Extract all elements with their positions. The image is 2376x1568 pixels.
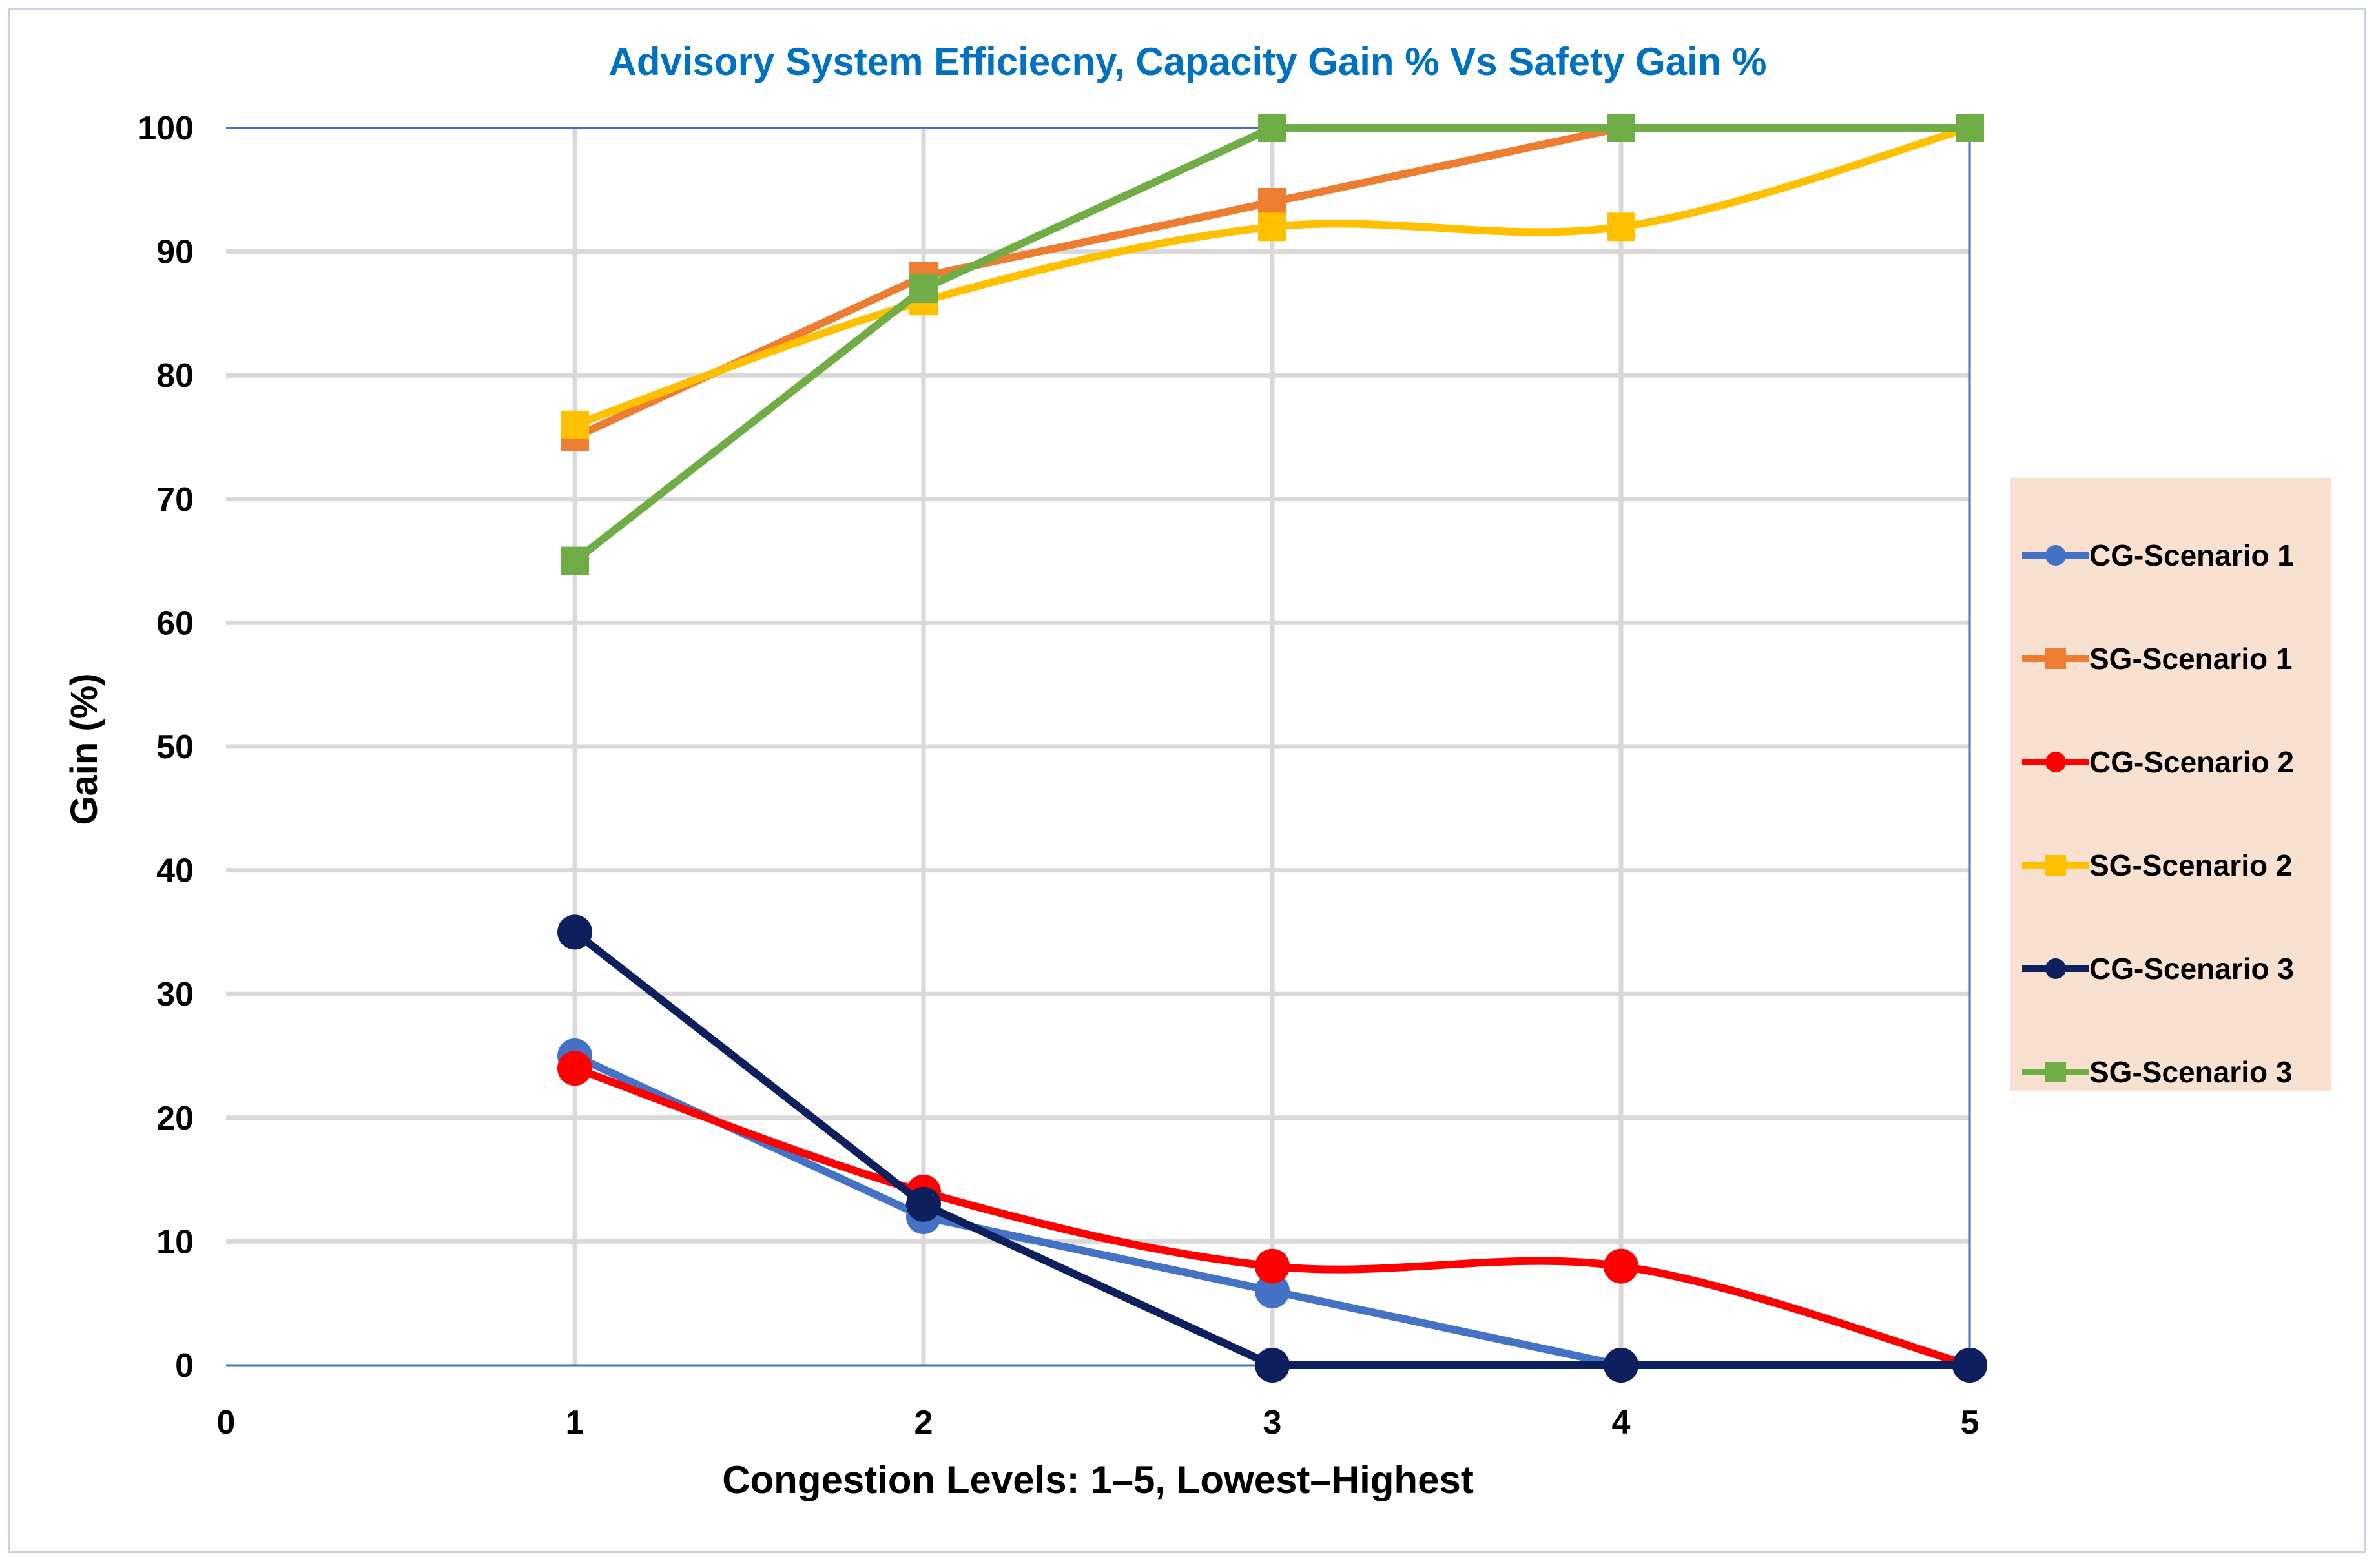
data-point: [1956, 114, 1984, 142]
legend-swatch: [2022, 855, 2089, 876]
data-point: [1607, 212, 1635, 242]
y-tick-label: 90: [156, 234, 194, 271]
data-point: [1258, 212, 1286, 242]
legend-label: SG-Scenario 3: [2089, 1055, 2293, 1089]
data-point: [906, 1186, 941, 1222]
data-point: [1607, 114, 1635, 142]
x-tick-label: 3: [1263, 1404, 1282, 1441]
legend-marker: [2045, 648, 2066, 669]
legend-swatch: [2022, 545, 2089, 566]
x-tick-label: 1: [566, 1404, 584, 1441]
y-tick-label: 30: [156, 976, 194, 1013]
series-sg-scenario-2: [561, 114, 1984, 439]
y-tick-label: 70: [156, 481, 194, 519]
y-tick-label: 100: [138, 110, 194, 147]
legend-marker: [2045, 752, 2066, 772]
y-tick-label: 20: [156, 1100, 194, 1137]
y-axis-label: Gain (%): [63, 673, 105, 825]
legend-label: CG-Scenario 3: [2089, 952, 2294, 985]
legend-marker: [2045, 1062, 2066, 1082]
legend-item-sg-scenario-1: SG-Scenario 1: [2010, 633, 2331, 685]
legend-label: SG-Scenario 2: [2089, 849, 2293, 882]
legend-label: CG-Scenario 1: [2089, 539, 2294, 572]
series-sg-scenario-3: [561, 114, 1984, 575]
legend-item-sg-scenario-2: SG-Scenario 2: [2010, 840, 2331, 891]
legend-item-sg-scenario-3: SG-Scenario 3: [2010, 1046, 2331, 1098]
data-point: [1255, 1248, 1290, 1284]
legend-swatch: [2022, 1062, 2089, 1082]
series-layer: [557, 114, 1987, 1383]
legend: CG-Scenario 1 SG-Scenario 1 CG-Scenario 2 S…: [2010, 478, 2331, 1091]
legend-marker: [2045, 958, 2066, 979]
legend-swatch: [2022, 958, 2089, 979]
series-cg-scenario-3: [557, 914, 1987, 1383]
series-cg-scenario-1: [557, 1038, 1638, 1383]
data-point: [1255, 1348, 1290, 1383]
legend-marker: [2045, 855, 2066, 876]
y-tick-label: 40: [156, 852, 194, 890]
legend-label: SG-Scenario 1: [2089, 642, 2293, 676]
data-point: [1258, 187, 1286, 216]
data-point: [1604, 1348, 1638, 1383]
series-line: [571, 1052, 1625, 1369]
data-point: [1604, 1248, 1638, 1284]
data-point: [557, 914, 592, 950]
data-point: [561, 546, 589, 575]
legend-item-cg-scenario-3: CG-Scenario 3: [2010, 943, 2331, 995]
y-tick-label: 10: [156, 1223, 194, 1261]
legend-item-cg-scenario-1: CG-Scenario 1: [2010, 530, 2331, 581]
y-tick-label: 50: [156, 728, 194, 766]
grid-layer: [226, 128, 1970, 1365]
data-point: [561, 410, 589, 439]
x-axis-label: Congestion Levels: 1–5, Lowest–Highest: [722, 1458, 1474, 1501]
chart-frame: [8, 8, 2366, 1553]
data-point: [1255, 1274, 1290, 1309]
x-tick-label: 2: [914, 1404, 933, 1441]
legend-marker: [2045, 545, 2066, 566]
data-point: [557, 1051, 592, 1086]
x-tick-label: 0: [217, 1404, 236, 1441]
data-point: [1952, 1348, 1987, 1383]
legend-item-cg-scenario-2: CG-Scenario 2: [2010, 736, 2331, 788]
legend-swatch: [2022, 752, 2089, 772]
series-sg-scenario-1: [561, 114, 1635, 451]
y-tick-label: 80: [156, 357, 194, 395]
legend-label: CG-Scenario 2: [2089, 745, 2294, 779]
data-point: [1258, 114, 1286, 142]
series-line: [571, 124, 1625, 441]
x-tick-label: 4: [1612, 1404, 1631, 1441]
y-tick-label: 60: [156, 604, 194, 642]
legend-swatch: [2022, 648, 2089, 669]
y-tick-label: 0: [175, 1347, 194, 1385]
chart-title: Advisory System Efficiecny, Capacity Gai…: [609, 40, 1767, 83]
x-tick-label: 5: [1961, 1404, 1979, 1441]
data-point: [909, 274, 938, 304]
